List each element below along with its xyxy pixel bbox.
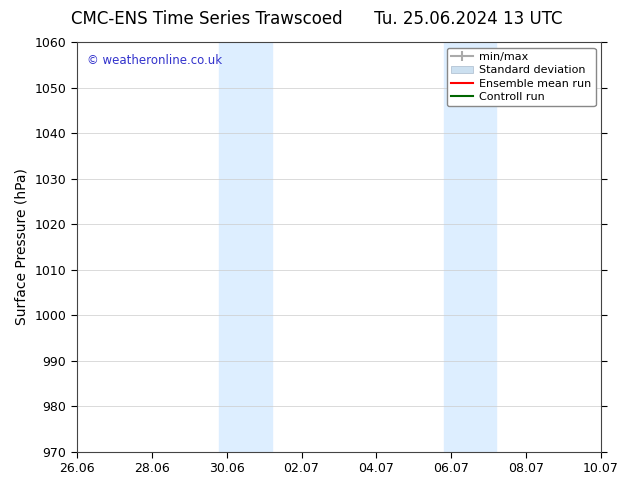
Text: © weatheronline.co.uk: © weatheronline.co.uk: [87, 54, 223, 67]
Legend: min/max, Standard deviation, Ensemble mean run, Controll run: min/max, Standard deviation, Ensemble me…: [446, 48, 595, 106]
Y-axis label: Surface Pressure (hPa): Surface Pressure (hPa): [15, 169, 29, 325]
Text: CMC-ENS Time Series Trawscoed      Tu. 25.06.2024 13 UTC: CMC-ENS Time Series Trawscoed Tu. 25.06.…: [71, 10, 563, 28]
Bar: [219, 42, 271, 452]
Bar: [444, 42, 496, 452]
